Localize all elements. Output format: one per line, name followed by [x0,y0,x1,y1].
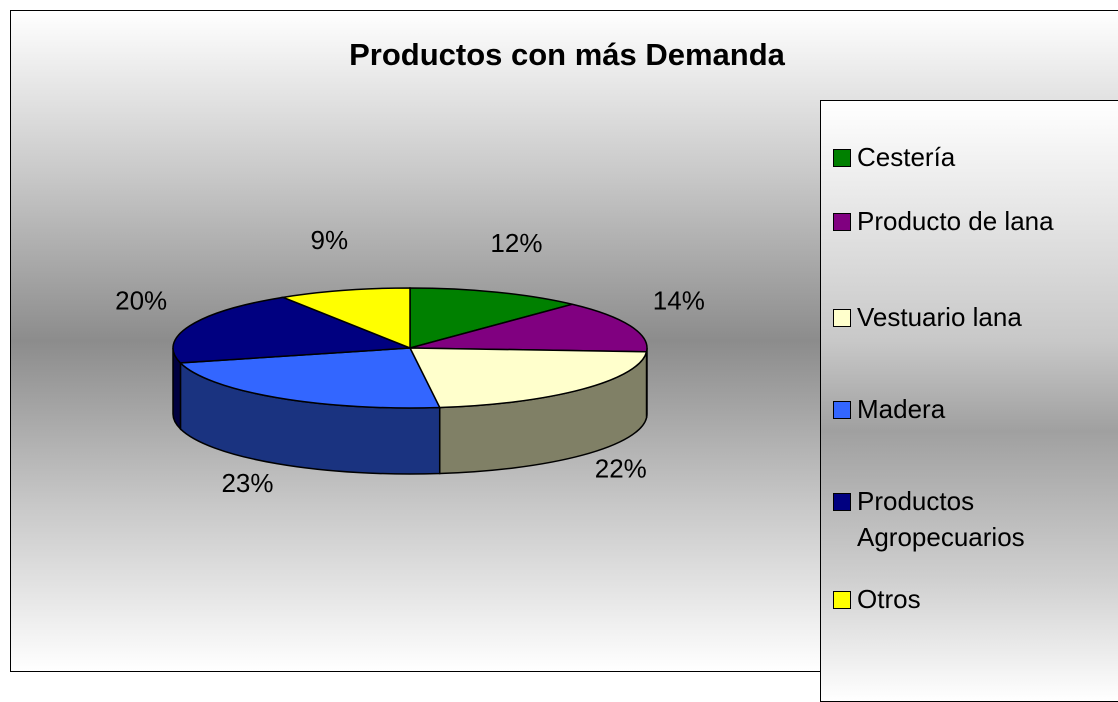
legend-item: Cestería [833,139,1103,175]
legend-label: Madera [857,391,1103,427]
legend-swatch [833,401,851,419]
legend-label: Producto de lana [857,203,1103,239]
chart-title: Productos con más Demanda [349,37,786,72]
data-label: 12% [490,228,542,258]
legend-item: Vestuario lana [833,299,1103,335]
legend-label: Cestería [857,139,1103,175]
legend-swatch [833,591,851,609]
legend-item: Otros [833,581,1103,617]
legend-label: Otros [857,581,1103,617]
legend-item: Productos Agropecuarios [833,483,1103,555]
data-label: 14% [653,285,705,315]
legend-swatch [833,213,851,231]
legend-item: Madera [833,391,1103,427]
legend: Cestería Producto de lana Vestuario lana Ma… [820,100,1118,702]
legend-swatch [833,493,851,511]
data-label: 23% [221,468,273,498]
legend-label: Vestuario lana [857,299,1103,335]
data-label: 9% [311,225,349,255]
legend-label: Productos Agropecuarios [857,483,1103,555]
legend-swatch [833,149,851,167]
data-label: 22% [595,453,647,483]
legend-item: Producto de lana [833,203,1103,239]
data-label: 20% [115,285,167,315]
legend-swatch [833,309,851,327]
page: Productos con más Demanda 12% 14% 22% 23% 20… [0,0,1118,656]
